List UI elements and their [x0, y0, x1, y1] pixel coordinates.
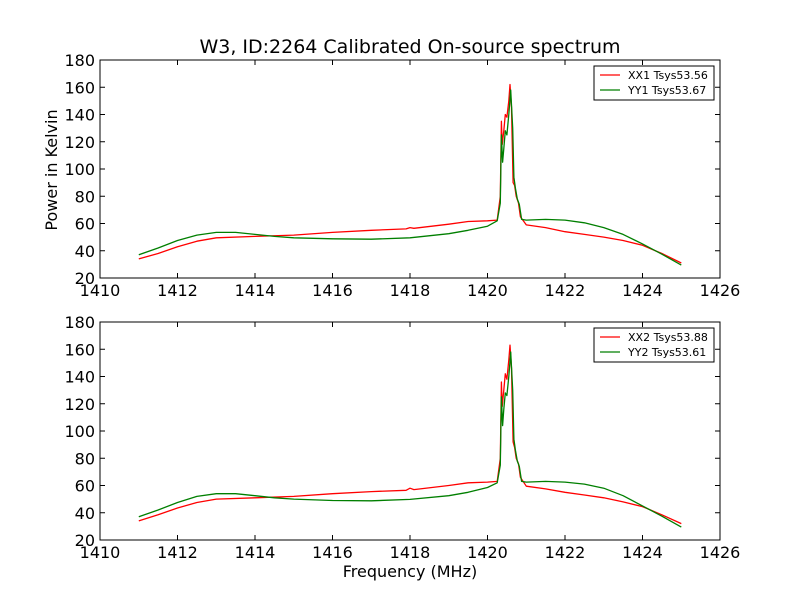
y-tick-label: 40	[75, 242, 95, 261]
legend-2: XX2 Tsys53.88 YY2 Tsys53.61	[593, 327, 715, 363]
y-tick-label: 140	[64, 368, 95, 387]
y-tick-label: 180	[64, 313, 95, 332]
chart-title: W3, ID:2264 Calibrated On-source spectru…	[199, 36, 620, 58]
y-tick-label: 60	[75, 477, 95, 496]
x-tick-label: 1414	[235, 281, 276, 300]
y-tick-label: 100	[64, 422, 95, 441]
x-tick-label: 1412	[157, 281, 198, 300]
x-tick-label: 1418	[390, 281, 431, 300]
x-tick-label: 1424	[622, 281, 663, 300]
y-tick-label: 20	[75, 269, 95, 288]
plot-panel-2: 1410 1412 1414 1416 1418 1420 1422 1424 1426 20 40…	[64, 313, 740, 562]
x-tick-label: 1424	[622, 543, 663, 562]
y-tick-label: 60	[75, 215, 95, 234]
legend-entry-label: XX2 Tsys53.88	[628, 331, 708, 344]
x-tick-label: 1416	[312, 543, 353, 562]
x-tick-label: 1412	[157, 543, 198, 562]
y-tick-label: 20	[75, 531, 95, 550]
x-tick-label: 1420	[467, 543, 508, 562]
x-tick-label: 1416	[312, 281, 353, 300]
legend-box	[593, 327, 715, 363]
x-tick-label: 1422	[545, 281, 586, 300]
series-line-yy2	[138, 351, 682, 528]
series-line-xx2	[138, 344, 682, 525]
x-tick-label: 1414	[235, 543, 276, 562]
x-axis-label: Frequency (MHz)	[343, 562, 477, 581]
x-tick-label: 1410	[80, 281, 121, 300]
y-tick-label: 160	[64, 340, 95, 359]
y-tick-label: 80	[75, 187, 95, 206]
series-line-yy1	[138, 89, 682, 266]
x-tick-label: 1422	[545, 543, 586, 562]
legend-entry-label: YY1 Tsys53.67	[627, 84, 706, 97]
y-tick-label: 180	[64, 51, 95, 70]
y-tick-label: 160	[64, 78, 95, 97]
legend-entry-label: YY2 Tsys53.61	[627, 346, 706, 359]
y-tick-label: 40	[75, 504, 95, 523]
y-tick-label: 100	[64, 160, 95, 179]
y-tick-label: 120	[64, 133, 95, 152]
x-tick-label: 1426	[700, 543, 741, 562]
y-tick-label: 80	[75, 449, 95, 468]
legend-box	[593, 65, 715, 101]
y-tick-label: 140	[64, 106, 95, 125]
x-tick-label: 1420	[467, 281, 508, 300]
legend-1: XX1 Tsys53.56 YY1 Tsys53.67	[593, 65, 715, 101]
x-tick-label: 1410	[80, 543, 121, 562]
y-axis-label: Power in Kelvin	[42, 109, 61, 230]
plots-container: 1410 1412 1414 1416 1418 1420 1422 1424 1426 20 40…	[64, 51, 740, 562]
legend-entry-label: XX1 Tsys53.56	[628, 69, 708, 82]
y-tick-label: 120	[64, 395, 95, 414]
x-tick-label: 1426	[700, 281, 741, 300]
plot-panel-1: 1410 1412 1414 1416 1418 1420 1422 1424 1426 20 40…	[64, 51, 740, 300]
x-tick-label: 1418	[390, 543, 431, 562]
series-line-xx1	[138, 83, 682, 264]
